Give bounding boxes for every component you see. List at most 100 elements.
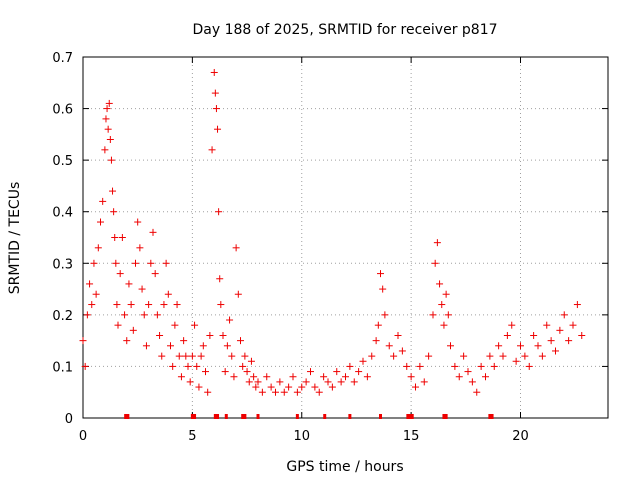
data-point bbox=[272, 388, 279, 396]
data-point bbox=[110, 208, 118, 216]
data-point bbox=[142, 342, 150, 350]
data-point bbox=[106, 136, 114, 144]
data-point bbox=[440, 321, 448, 329]
data-point bbox=[232, 244, 240, 252]
data-point bbox=[377, 270, 384, 278]
data-point bbox=[250, 373, 258, 381]
data-point bbox=[239, 362, 247, 370]
data-point bbox=[90, 259, 98, 267]
data-point bbox=[477, 362, 485, 370]
data-point bbox=[210, 68, 218, 76]
data-point bbox=[407, 373, 415, 381]
data-point bbox=[99, 197, 107, 205]
data-point bbox=[381, 311, 389, 319]
data-point bbox=[228, 352, 236, 360]
y-tick-label: 0.3 bbox=[52, 257, 73, 272]
data-point bbox=[107, 156, 115, 164]
data-point bbox=[104, 125, 112, 133]
rug-mark bbox=[442, 414, 446, 419]
data-point bbox=[243, 368, 251, 376]
rug-mark bbox=[190, 414, 194, 419]
data-point bbox=[204, 388, 212, 396]
data-point bbox=[324, 378, 332, 386]
data-point bbox=[167, 342, 174, 350]
y-tick-label: 0.4 bbox=[52, 206, 73, 221]
data-point bbox=[86, 280, 94, 288]
data-point bbox=[254, 378, 262, 386]
data-point bbox=[337, 378, 345, 386]
data-point bbox=[368, 352, 376, 360]
data-point bbox=[127, 301, 135, 309]
data-point bbox=[350, 378, 358, 386]
data-point bbox=[215, 208, 223, 216]
data-point bbox=[490, 362, 498, 370]
data-point bbox=[206, 331, 214, 339]
data-point bbox=[442, 290, 450, 298]
y-axis-label: SRMTID / TECUs bbox=[7, 182, 23, 295]
data-point bbox=[499, 352, 507, 360]
data-point bbox=[223, 342, 231, 350]
data-point bbox=[560, 311, 568, 319]
rug-mark bbox=[126, 414, 130, 419]
data-point bbox=[219, 331, 227, 339]
data-point bbox=[276, 378, 284, 386]
data-point bbox=[455, 373, 463, 381]
data-point bbox=[521, 352, 529, 360]
data-point bbox=[534, 342, 542, 350]
rug-mark bbox=[379, 414, 382, 419]
y-tick-label: 0.1 bbox=[52, 360, 73, 375]
data-point bbox=[403, 362, 411, 370]
data-point bbox=[379, 285, 387, 293]
data-point bbox=[315, 388, 323, 396]
y-tick-label: 0.2 bbox=[52, 309, 73, 324]
data-point bbox=[302, 378, 310, 386]
y-tick-label: 0.6 bbox=[52, 103, 73, 118]
data-point bbox=[97, 218, 104, 226]
data-point bbox=[195, 383, 203, 391]
data-point bbox=[114, 321, 122, 329]
data-point bbox=[88, 301, 96, 309]
rug-mark bbox=[323, 414, 327, 419]
data-point bbox=[156, 331, 164, 339]
x-tick-label: 0 bbox=[79, 429, 87, 444]
bottom-rug-marks bbox=[124, 414, 494, 419]
data-point bbox=[495, 342, 503, 350]
data-point bbox=[547, 337, 555, 345]
data-point bbox=[328, 383, 336, 391]
data-point bbox=[285, 383, 293, 391]
rug-mark bbox=[241, 414, 245, 419]
data-point bbox=[320, 373, 328, 381]
data-point bbox=[267, 383, 275, 391]
data-point bbox=[468, 378, 476, 386]
data-point bbox=[311, 383, 319, 391]
data-point bbox=[565, 337, 573, 345]
data-point bbox=[102, 115, 110, 123]
data-point bbox=[258, 388, 266, 396]
data-point bbox=[398, 347, 406, 355]
plot-frame bbox=[82, 56, 609, 419]
data-point bbox=[151, 270, 159, 278]
data-point bbox=[355, 368, 363, 376]
data-point bbox=[573, 301, 581, 309]
data-point bbox=[214, 125, 222, 133]
data-point bbox=[101, 146, 109, 154]
data-point bbox=[118, 234, 126, 241]
x-tick-label: 20 bbox=[512, 429, 529, 444]
data-point bbox=[333, 368, 341, 376]
data-point bbox=[245, 378, 253, 386]
data-point bbox=[79, 337, 87, 345]
data-point bbox=[436, 280, 444, 288]
rug-mark bbox=[193, 414, 197, 419]
data-point bbox=[460, 352, 468, 360]
data-point bbox=[116, 270, 124, 278]
data-point bbox=[307, 368, 314, 376]
data-point bbox=[105, 99, 113, 107]
data-point bbox=[512, 357, 520, 365]
data-point bbox=[237, 337, 244, 345]
data-point bbox=[175, 352, 183, 360]
data-point bbox=[263, 373, 271, 381]
data-point bbox=[543, 321, 551, 329]
x-tick-label: 10 bbox=[293, 429, 310, 444]
data-point bbox=[94, 244, 102, 252]
x-tick-labels: 0 5 10 15 20 bbox=[79, 429, 529, 444]
